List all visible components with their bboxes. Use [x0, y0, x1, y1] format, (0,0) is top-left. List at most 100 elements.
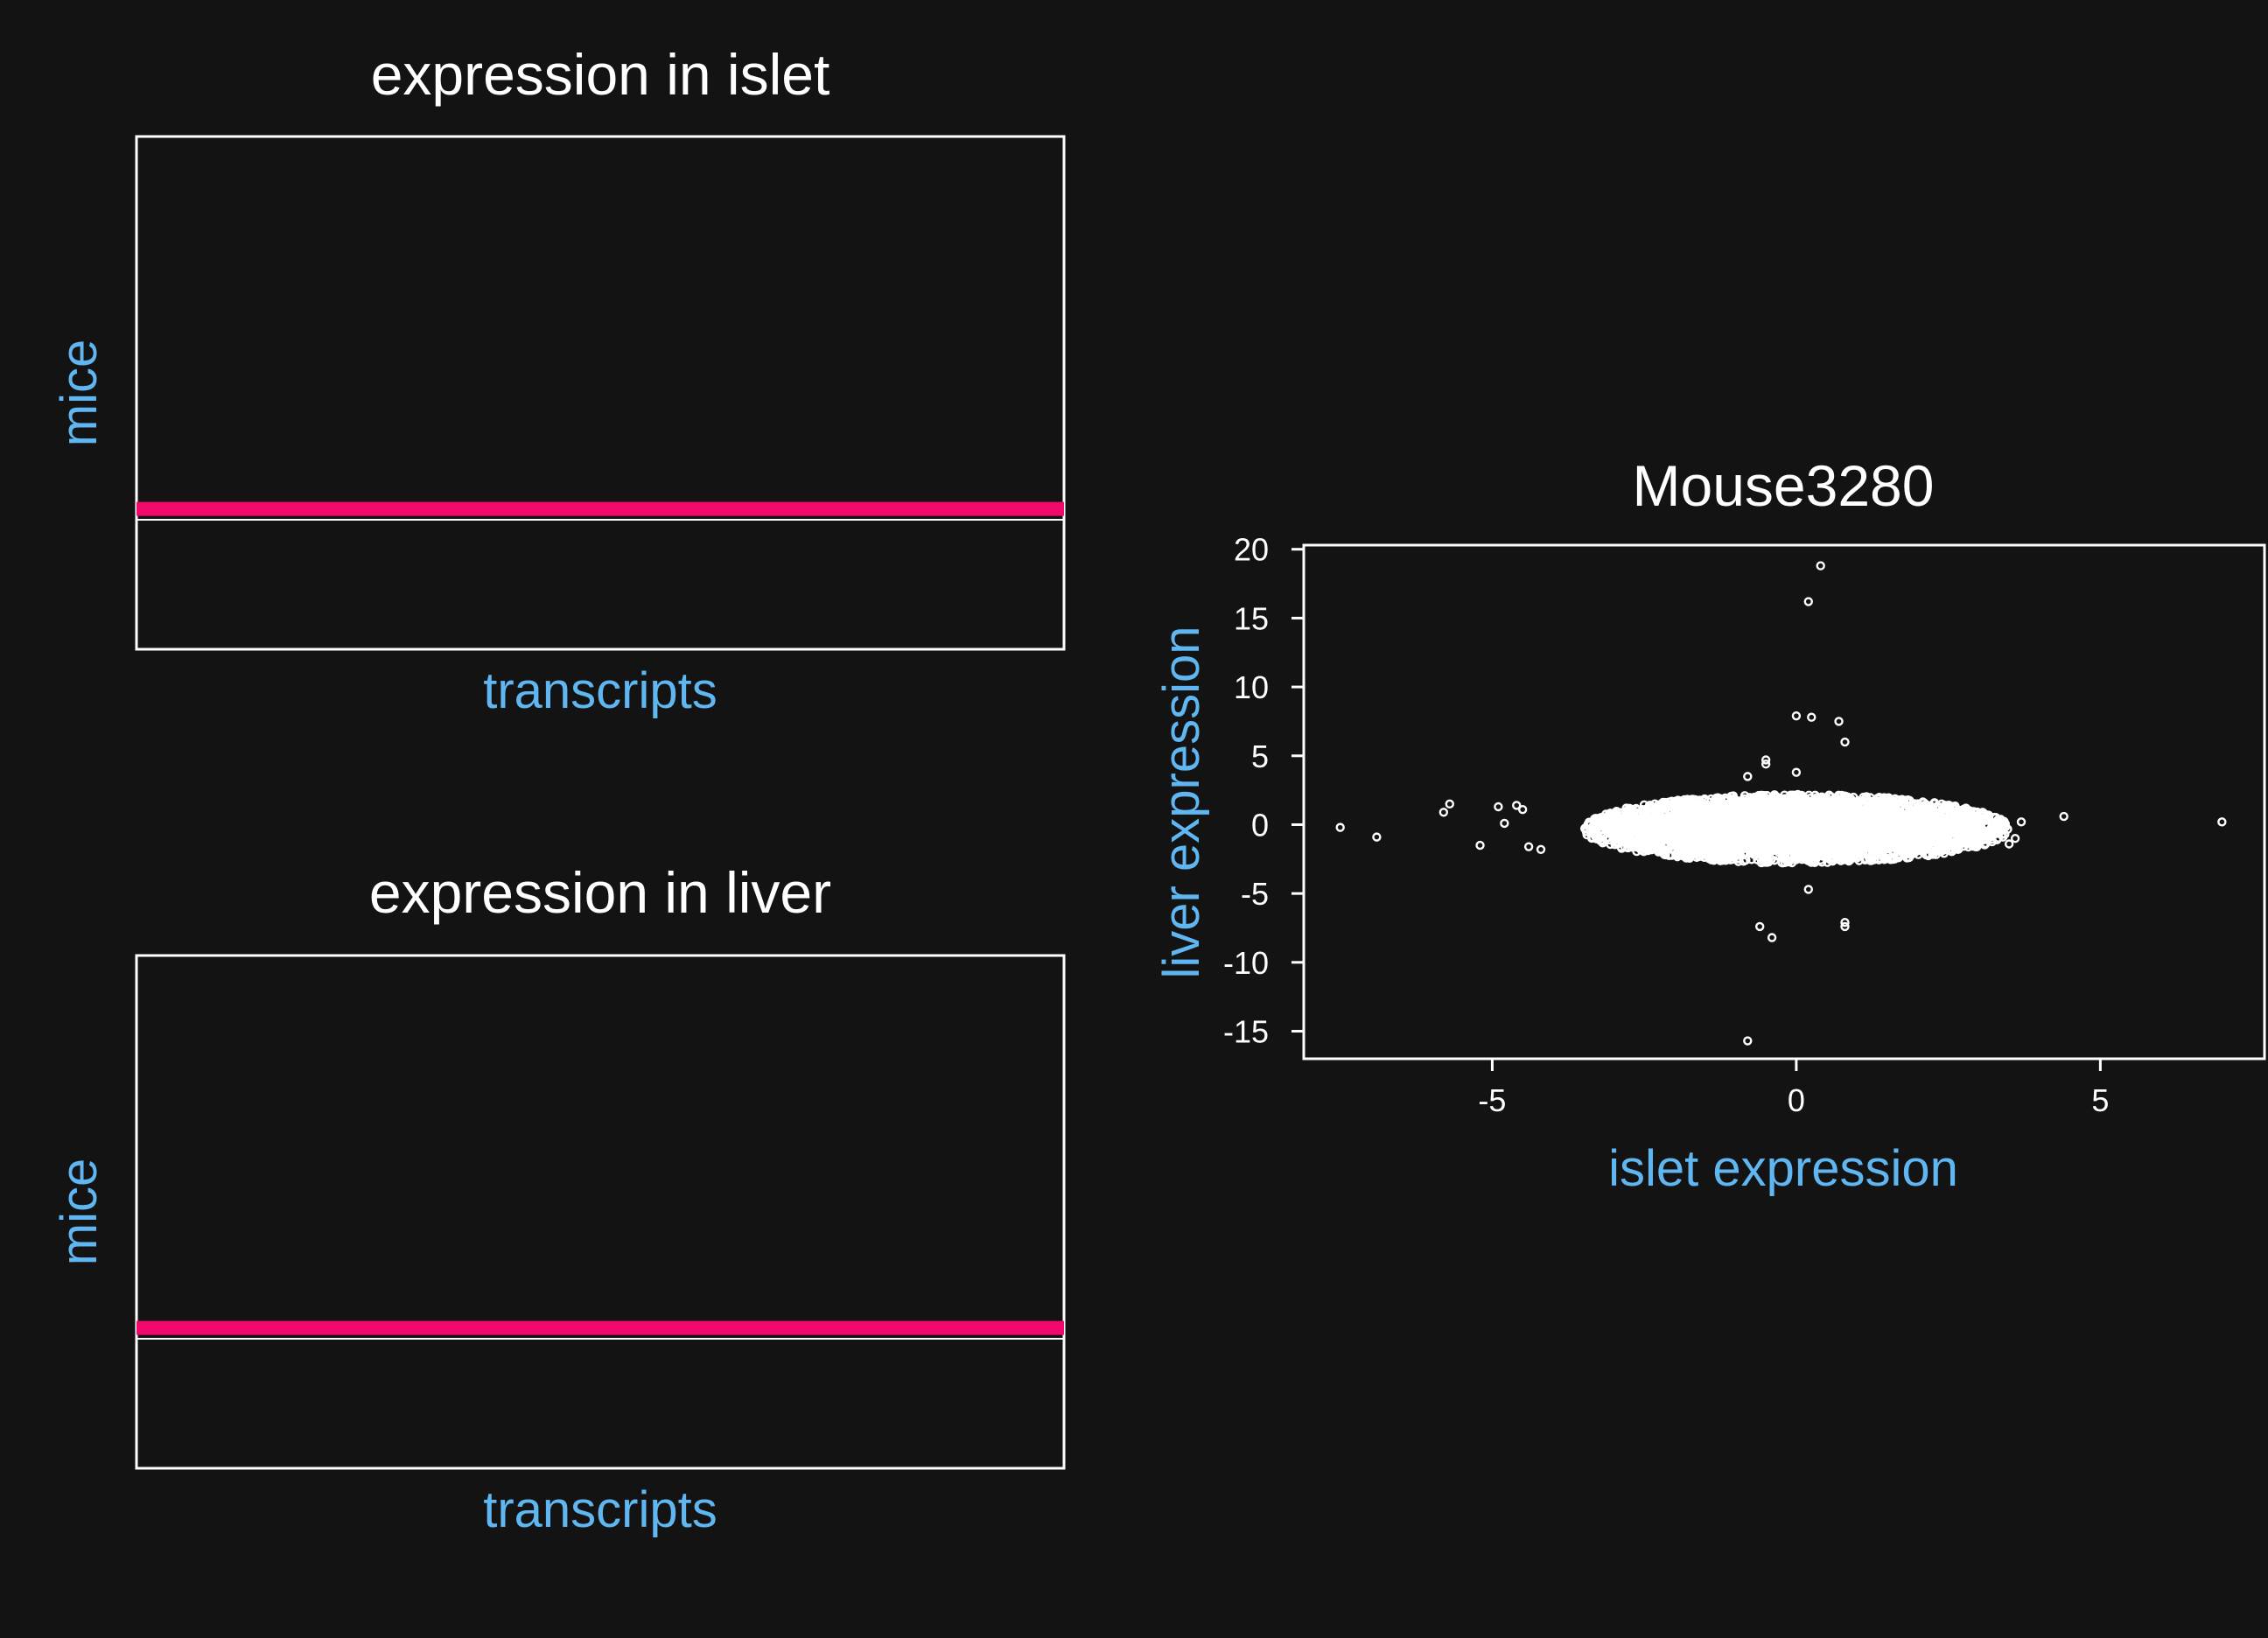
scatter-point — [1591, 814, 1600, 823]
islet-heatmap-xlabel: transcripts — [483, 662, 718, 719]
scatter-point — [1904, 852, 1914, 863]
scatter-point — [1872, 798, 1882, 808]
scatter-point — [1951, 843, 1962, 853]
scatter-point — [1335, 822, 1345, 832]
scatter-point — [1729, 794, 1739, 805]
scatter-point — [1659, 800, 1669, 810]
scatter-ytick-label: 10 — [1234, 669, 1269, 705]
scatter-point — [1942, 844, 1951, 855]
scatter-outlier-points — [1335, 561, 2227, 1046]
scatter-point — [1760, 760, 1771, 769]
scatter-point — [2016, 817, 2026, 827]
scatter-point — [1642, 844, 1652, 853]
scatter-point — [1960, 805, 1970, 815]
scatter-point — [1714, 850, 1724, 860]
scatter-point — [2217, 817, 2227, 827]
scatter-point — [1608, 813, 1618, 823]
scatter-point — [1684, 853, 1695, 863]
scatter-point — [1475, 840, 1485, 850]
scatter-point — [1792, 854, 1802, 864]
scatter-point — [1840, 737, 1850, 747]
islet-heatmap-ylabel: mice — [51, 340, 108, 446]
scatter-point — [1767, 794, 1777, 804]
scatter-point — [1807, 712, 1816, 722]
scatter-point — [1640, 810, 1649, 820]
scatter-point — [1840, 918, 1850, 928]
scatter-point — [1985, 824, 1996, 834]
liver-highlight-row — [136, 1320, 1064, 1335]
scatter-ytick-label: 15 — [1234, 600, 1269, 636]
scatter-point — [1628, 807, 1639, 816]
scatter-point — [1755, 921, 1765, 932]
scatter-point-core — [1630, 803, 1963, 854]
scatter-point — [1981, 816, 1991, 825]
scatter-point — [1617, 844, 1627, 853]
scatter-point — [1618, 827, 1628, 836]
scatter-point — [1977, 823, 1986, 833]
scatter-point — [1372, 832, 1382, 842]
scatter-point — [1690, 794, 1700, 805]
liver-heatmap-panel: expression in liver transcripts mice — [51, 860, 1066, 1538]
scatter-point — [1932, 844, 1942, 854]
scatter-point — [1694, 851, 1704, 862]
scatter-point — [1807, 855, 1816, 865]
scatter-point — [1909, 846, 1920, 856]
scatter-point — [1652, 845, 1662, 855]
scatter-title: Mouse3280 — [1633, 453, 1935, 518]
scatter-point — [1659, 848, 1670, 858]
scatter-point — [1700, 799, 1710, 809]
scatter-xtick-label: 5 — [2091, 1082, 2109, 1118]
scatter-point — [1838, 854, 1847, 864]
scatter-point — [1834, 717, 1844, 726]
scatter-point — [1523, 842, 1534, 851]
scatter-point — [1948, 808, 1958, 817]
scatter-ytick-label: -15 — [1223, 1014, 1269, 1050]
scatter-point — [1992, 835, 2002, 844]
islet-heatmap-frame — [135, 135, 1066, 651]
scatter-point — [2059, 811, 2068, 822]
scatter-point — [1500, 818, 1509, 829]
scatter-point — [1612, 822, 1621, 832]
scatter-point — [1980, 830, 1990, 841]
scatter-point — [1686, 849, 1696, 859]
islet-highlight-row — [136, 501, 1064, 516]
liver-heatmap-frame — [135, 954, 1066, 1470]
scatter-point — [2010, 834, 2020, 844]
scatter-point — [1760, 755, 1771, 765]
scatter-point — [1921, 802, 1930, 811]
scatter-point — [1832, 795, 1842, 805]
scatter-point — [1536, 844, 1546, 854]
scatter-point — [1849, 853, 1859, 863]
islet-heatmap-title: expression in islet — [371, 42, 830, 107]
scatter-panel: Mouse3280 -5 0 5 -15 -10 -5 0 5 10 15 20 islet exp… — [1153, 453, 2266, 1197]
scatter-point — [1585, 825, 1595, 836]
scatter-point — [1644, 801, 1655, 810]
scatter-point — [1861, 792, 1872, 802]
scatter-point — [1960, 810, 1970, 821]
liver-heatmap-ylabel: mice — [51, 1158, 108, 1265]
scatter-ylabel: liver expression — [1153, 626, 1210, 979]
scatter-point — [1615, 808, 1626, 817]
scatter-point — [1935, 802, 1945, 813]
scatter-point — [1512, 801, 1522, 810]
scatter-xtick-label: -5 — [1478, 1082, 1506, 1118]
scatter-ytick-label: -5 — [1241, 876, 1269, 912]
scatter-point — [1884, 793, 1894, 802]
scatter-point — [1869, 850, 1880, 859]
scatter-point — [1886, 854, 1895, 864]
scatter-point — [1972, 816, 1982, 826]
scatter-point — [1803, 885, 1813, 894]
liver-heatmap-title: expression in liver — [369, 860, 831, 925]
scatter-point — [1991, 818, 2000, 828]
scatter-point — [1767, 933, 1777, 942]
scatter-point — [1743, 772, 1753, 781]
scatter-point — [1610, 817, 1620, 828]
scatter-point — [2000, 819, 2010, 829]
scatter-point — [1590, 831, 1600, 841]
scatter-frame — [1302, 543, 2266, 1060]
scatter-ytick-label: 5 — [1251, 738, 1269, 774]
scatter-point — [2004, 839, 2014, 849]
scatter-point — [1810, 790, 1820, 800]
liver-heatmap-xlabel: transcripts — [483, 1481, 718, 1538]
